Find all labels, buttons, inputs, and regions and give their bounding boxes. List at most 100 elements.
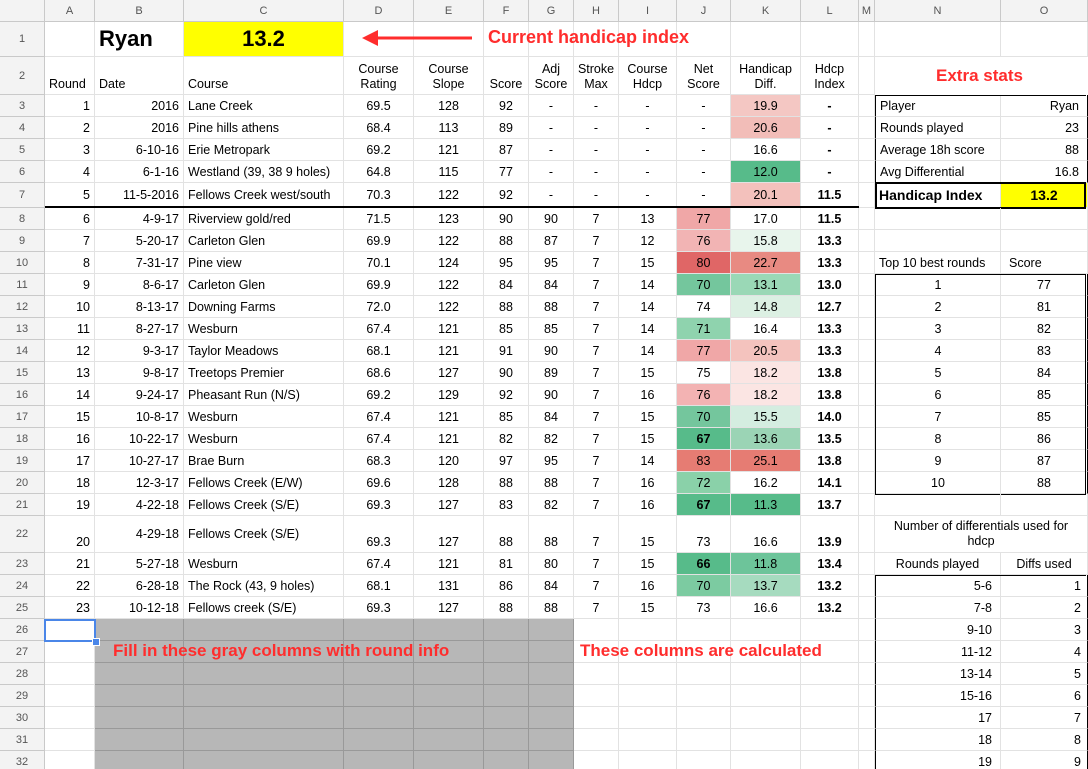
round-course[interactable]: Brae Burn bbox=[184, 450, 344, 472]
empty-cell[interactable] bbox=[859, 597, 875, 619]
top10-header-label[interactable]: Top 10 best rounds bbox=[875, 252, 1001, 274]
empty-cell[interactable] bbox=[859, 751, 875, 769]
diffs-used[interactable]: 1 bbox=[1001, 575, 1088, 597]
round-course-hdcp[interactable]: 15 bbox=[619, 406, 677, 428]
top10-score[interactable]: 85 bbox=[1001, 406, 1088, 428]
round-net-score[interactable]: 67 bbox=[677, 428, 731, 450]
round-hdcp-index[interactable]: 14.1 bbox=[801, 472, 859, 494]
empty-cell[interactable] bbox=[859, 340, 875, 362]
round-course-hdcp[interactable]: - bbox=[619, 117, 677, 139]
empty-cell[interactable] bbox=[45, 729, 95, 751]
gray-input-cell[interactable] bbox=[414, 619, 484, 641]
gray-input-cell[interactable] bbox=[529, 619, 574, 641]
round-course-hdcp[interactable]: - bbox=[619, 161, 677, 183]
stat-value[interactable]: 23 bbox=[1001, 117, 1088, 139]
round-net-score[interactable]: 73 bbox=[677, 597, 731, 619]
row-header-5[interactable]: 5 bbox=[0, 139, 45, 161]
round-stroke-max[interactable]: 7 bbox=[574, 450, 619, 472]
round-score[interactable]: 88 bbox=[484, 230, 529, 252]
round-number[interactable]: 3 bbox=[45, 139, 95, 161]
fill-handle[interactable] bbox=[92, 638, 100, 646]
top10-score[interactable]: 77 bbox=[1001, 274, 1088, 296]
round-date[interactable]: 5-20-17 bbox=[95, 230, 184, 252]
round-stroke-max[interactable]: 7 bbox=[574, 252, 619, 274]
round-handicap-diff[interactable]: 12.0 bbox=[731, 161, 801, 183]
top10-score[interactable]: 86 bbox=[1001, 428, 1088, 450]
empty-cell[interactable] bbox=[731, 619, 801, 641]
round-course-rating[interactable]: 68.4 bbox=[344, 117, 414, 139]
row-header-7[interactable]: 7 bbox=[0, 183, 45, 208]
round-score[interactable]: 85 bbox=[484, 406, 529, 428]
round-handicap-diff[interactable]: 18.2 bbox=[731, 362, 801, 384]
gray-input-cell[interactable] bbox=[184, 707, 344, 729]
round-course[interactable]: Wesburn bbox=[184, 428, 344, 450]
empty-cell[interactable] bbox=[619, 729, 677, 751]
gray-input-cell[interactable] bbox=[95, 729, 184, 751]
round-net-score[interactable]: - bbox=[677, 161, 731, 183]
round-course-hdcp[interactable]: 12 bbox=[619, 230, 677, 252]
round-date[interactable]: 5-27-18 bbox=[95, 553, 184, 575]
diffs-rounds[interactable]: 18 bbox=[875, 729, 1001, 751]
round-stroke-max[interactable]: 7 bbox=[574, 274, 619, 296]
round-hdcp-index[interactable]: 13.3 bbox=[801, 340, 859, 362]
round-hdcp-index[interactable]: 13.2 bbox=[801, 575, 859, 597]
gray-input-cell[interactable] bbox=[414, 707, 484, 729]
column-header-m[interactable]: M bbox=[859, 0, 875, 22]
round-course-slope[interactable]: 121 bbox=[414, 406, 484, 428]
round-stroke-max[interactable]: - bbox=[574, 183, 619, 208]
round-course[interactable]: Pine view bbox=[184, 252, 344, 274]
round-stroke-max[interactable]: 7 bbox=[574, 208, 619, 230]
stat-label[interactable]: Average 18h score bbox=[875, 139, 1001, 161]
gray-input-cell[interactable] bbox=[529, 751, 574, 769]
empty-cell[interactable] bbox=[1001, 230, 1088, 252]
round-score[interactable]: 83 bbox=[484, 494, 529, 516]
gray-input-cell[interactable] bbox=[414, 751, 484, 769]
empty-cell[interactable] bbox=[677, 685, 731, 707]
empty-cell[interactable] bbox=[619, 663, 677, 685]
round-net-score[interactable]: 70 bbox=[677, 406, 731, 428]
round-hdcp-index[interactable]: 14.0 bbox=[801, 406, 859, 428]
round-date[interactable]: 8-6-17 bbox=[95, 274, 184, 296]
round-course-hdcp[interactable]: 14 bbox=[619, 274, 677, 296]
top10-rank[interactable]: 5 bbox=[875, 362, 1001, 384]
stat-value[interactable]: 16.8 bbox=[1001, 161, 1088, 183]
round-course[interactable]: Fellows Creek west/south bbox=[184, 183, 344, 208]
round-adj-score[interactable]: - bbox=[529, 183, 574, 208]
header-course[interactable]: Course bbox=[184, 57, 344, 95]
round-score[interactable]: 90 bbox=[484, 208, 529, 230]
column-header-d[interactable]: D bbox=[344, 0, 414, 22]
round-course[interactable]: Carleton Glen bbox=[184, 230, 344, 252]
round-course-hdcp[interactable]: 15 bbox=[619, 252, 677, 274]
round-course-slope[interactable]: 122 bbox=[414, 296, 484, 318]
header-score[interactable]: Score bbox=[484, 57, 529, 95]
empty-cell[interactable] bbox=[875, 230, 1001, 252]
round-course[interactable]: Erie Metropark bbox=[184, 139, 344, 161]
round-adj-score[interactable]: 90 bbox=[529, 340, 574, 362]
round-date[interactable]: 6-10-16 bbox=[95, 139, 184, 161]
gray-input-cell[interactable] bbox=[529, 641, 574, 663]
empty-cell[interactable] bbox=[859, 472, 875, 494]
empty-cell[interactable] bbox=[574, 751, 619, 769]
top10-rank[interactable]: 1 bbox=[875, 274, 1001, 296]
gray-input-cell[interactable] bbox=[414, 729, 484, 751]
round-net-score[interactable]: 71 bbox=[677, 318, 731, 340]
round-net-score[interactable]: 83 bbox=[677, 450, 731, 472]
header-net-score[interactable]: Net Score bbox=[677, 57, 731, 95]
round-number[interactable]: 9 bbox=[45, 274, 95, 296]
round-adj-score[interactable]: 84 bbox=[529, 406, 574, 428]
empty-cell[interactable] bbox=[859, 139, 875, 161]
empty-cell[interactable] bbox=[529, 22, 574, 57]
round-course-slope[interactable]: 127 bbox=[414, 597, 484, 619]
round-number[interactable]: 12 bbox=[45, 340, 95, 362]
round-date[interactable]: 9-8-17 bbox=[95, 362, 184, 384]
round-course[interactable]: Fellows Creek (S/E) bbox=[184, 516, 344, 553]
round-course-hdcp[interactable]: 15 bbox=[619, 516, 677, 553]
round-net-score[interactable]: 76 bbox=[677, 230, 731, 252]
round-handicap-diff[interactable]: 20.5 bbox=[731, 340, 801, 362]
empty-cell[interactable] bbox=[859, 384, 875, 406]
row-header-4[interactable]: 4 bbox=[0, 117, 45, 139]
top10-score[interactable]: 88 bbox=[1001, 472, 1088, 494]
round-course-rating[interactable]: 68.1 bbox=[344, 340, 414, 362]
empty-cell[interactable] bbox=[859, 208, 875, 230]
round-date[interactable]: 4-29-18 bbox=[95, 516, 184, 553]
